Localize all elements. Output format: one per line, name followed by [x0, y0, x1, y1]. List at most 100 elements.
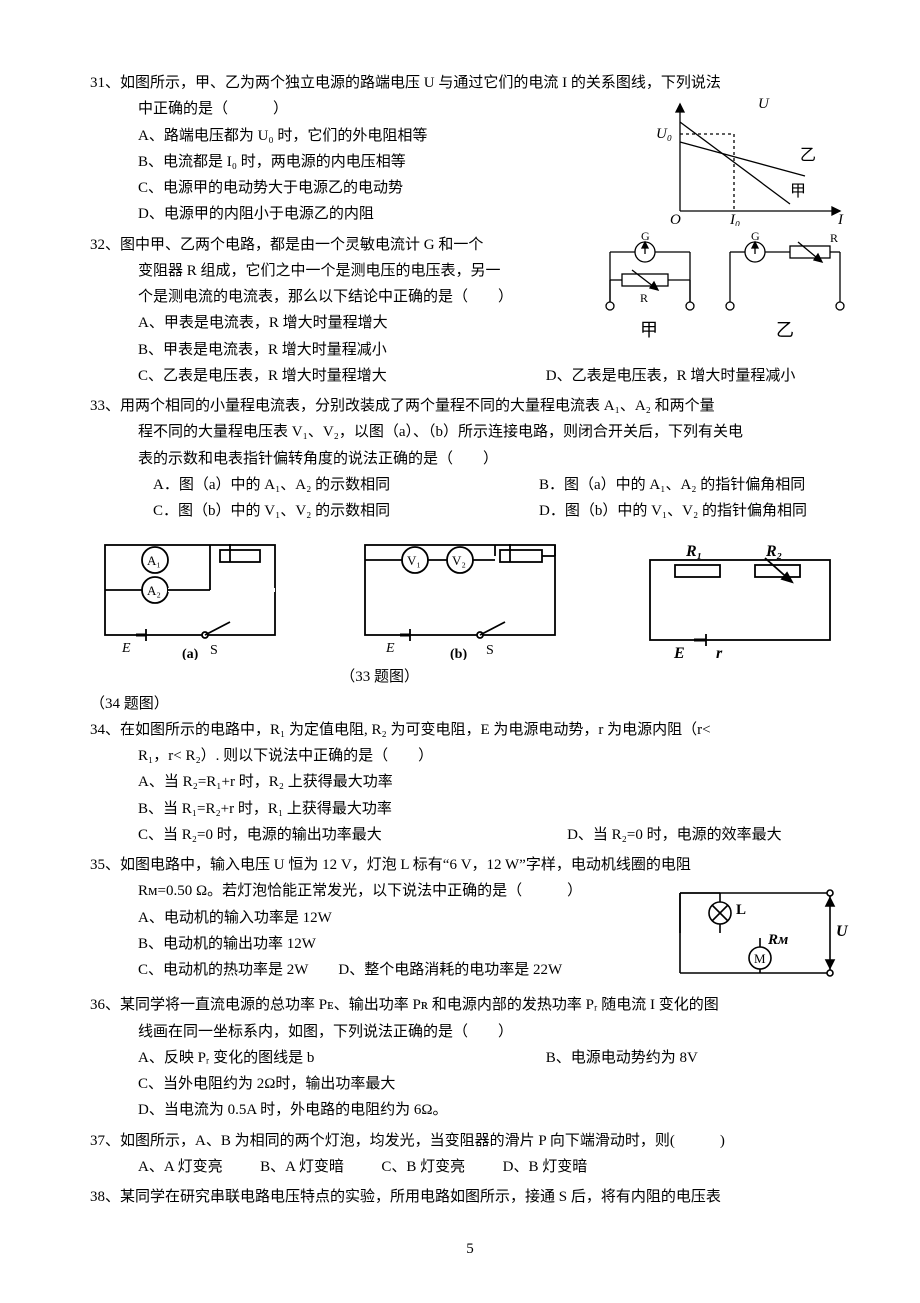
svg-text:A₁: A₁ [147, 553, 161, 568]
svg-text:L: L [736, 902, 746, 918]
q38-num: 38、 [90, 1189, 120, 1205]
svg-text:E: E [385, 641, 395, 656]
q31-A: A、路端电压都为 U₀ 时，它们的外电阻相等 [90, 123, 650, 149]
q34-stem2: R₁，r< R₂）. 则以下说法中正确的是（ ） [90, 743, 850, 769]
question-31: 31、如图所示，甲、乙为两个独立电源的路端电压 U 与通过它们的电流 I 的关系… [90, 70, 850, 228]
figure-captions: （33 题图） （34 题图） [90, 664, 850, 717]
svg-text:I₀: I₀ [729, 212, 740, 226]
q34-A: A、当 R₂=R₁+r 时，R₂ 上获得最大功率 [138, 769, 567, 795]
svg-text:V₁: V₁ [407, 553, 421, 568]
svg-text:R: R [640, 291, 648, 305]
svg-text:V₂: V₂ [452, 553, 466, 568]
svg-text:(a): (a) [182, 647, 199, 660]
question-32: 32、图中甲、乙两个电路，都是由一个灵敏电流计 G 和一个 变阻器 R 组成，它… [90, 232, 850, 390]
question-37: 37、如图所示，A、B 为相同的两个灯泡，均发光，当变阻器的滑片 P 向下端滑动… [90, 1128, 850, 1181]
q33-AB: A．图（a）中的 A₁、A₂ 的示数相同 B．图（a）中的 A₁、A₂ 的指针偏… [90, 472, 850, 498]
q35-line1: 35、如图电路中，输入电压 U 恒为 12 V，灯泡 L 标有“6 V，12 W… [90, 852, 850, 878]
svg-text:S: S [486, 643, 494, 658]
q36-B: B、电源电动势约为 8V [546, 1045, 736, 1071]
svg-text:A₂: A₂ [147, 583, 161, 598]
q37-B: B、A 灯变暗 [260, 1154, 381, 1180]
q35-stem1: 如图电路中，输入电压 U 恒为 12 V，灯泡 L 标有“6 V，12 W”字样… [120, 857, 691, 873]
q37-D: D、B 灯变暗 [503, 1154, 625, 1180]
q35-A: A、电动机的输入功率是 12W [90, 905, 660, 931]
q35-num: 35、 [90, 857, 120, 873]
fig-33a: A₁ A₂ E S (a) [90, 530, 290, 660]
q35-B: B、电动机的输出功率 12W [90, 931, 660, 957]
q33-stem3: 表的示数和电表指针偏转角度的说法正确的是（ ） [90, 446, 850, 472]
svg-text:I: I [837, 212, 844, 226]
q35-CD: C、电动机的热功率是 2W D、整个电路消耗的电功率是 22W [90, 957, 660, 983]
q37-stem: 如图所示，A、B 为相同的两个灯泡，均发光，当变阻器的滑片 P 向下端滑动时，则… [120, 1133, 725, 1149]
q34-stem1: 在如图所示的电路中，R₁ 为定值电阻, R₂ 为可变电阻，E 为电源电动势，r … [120, 722, 711, 738]
svg-text:r: r [716, 645, 723, 660]
figure-row-33-34: A₁ A₂ E S (a) V₁ V₂ E [90, 530, 850, 660]
svg-text:R₂: R₂ [765, 543, 782, 560]
q36-D: D、当电流为 0.5A 时，外电路的电阻约为 6Ω。 [138, 1097, 485, 1123]
q35-C: C、电动机的热功率是 2W [138, 957, 338, 983]
q34-AB: A、当 R₂=R₁+r 时，R₂ 上获得最大功率 B、当 R₁=R₂+r 时，R… [90, 769, 850, 822]
q32-C: C、乙表是电压表，R 增大时量程增大 [138, 363, 546, 389]
svg-text:U₀: U₀ [656, 126, 672, 142]
q35-diagram: M L U Rᴍ [660, 878, 850, 988]
q32-stem2: 变阻器 R 组成，它们之中一个是测电压的电压表，另一 [90, 258, 590, 284]
q32-A: A、甲表是电流表，R 增大时量程增大 [90, 310, 590, 336]
svg-text:U: U [836, 923, 849, 940]
q36-C: C、当外电阻约为 2Ω时，输出功率最大 [138, 1071, 546, 1097]
q33-C: C．图（b）中的 V₁、V₂ 的示数相同 [153, 498, 539, 524]
question-38: 38、某同学在研究串联电路电压特点的实验，所用电路如图所示，接通 S 后，将有内… [90, 1184, 850, 1210]
q36-A: A、反映 Pᵣ 变化的图线是 b [138, 1045, 546, 1071]
q37-line: 37、如图所示，A、B 为相同的两个灯泡，均发光，当变阻器的滑片 P 向下端滑动… [90, 1128, 850, 1154]
q32-num: 32、 [90, 237, 120, 253]
q33-B: B．图（a）中的 A₁、A₂ 的指针偏角相同 [539, 472, 843, 498]
q37-A: A、A 灯变亮 [138, 1154, 260, 1180]
q38-stem: 某同学在研究串联电路电压特点的实验，所用电路如图所示，接通 S 后，将有内阻的电… [120, 1189, 721, 1205]
q35-D: D、整个电路消耗的电功率是 22W [338, 957, 599, 983]
q33-A: A．图（a）中的 A₁、A₂ 的示数相同 [153, 472, 539, 498]
svg-text:乙: 乙 [800, 147, 816, 164]
caption-33: （33 题图） [340, 664, 456, 690]
q38-line: 38、某同学在研究串联电路电压特点的实验，所用电路如图所示，接通 S 后，将有内… [90, 1184, 850, 1210]
q34-num: 34、 [90, 722, 120, 738]
svg-text:S: S [210, 643, 218, 658]
page-number: 5 [90, 1236, 850, 1262]
question-34: 34、在如图所示的电路中，R₁ 为定值电阻, R₂ 为可变电阻，E 为电源电动势… [90, 717, 850, 848]
q36-stem1: 某同学将一直流电源的总功率 Pᴇ、输出功率 Pʀ 和电源内部的发热功率 Pᵣ 随… [120, 997, 719, 1013]
svg-text:乙: 乙 [776, 320, 794, 340]
q32-diagram: G R G R 甲 乙 [590, 232, 850, 363]
svg-text:M: M [754, 951, 766, 966]
q37-C: C、B 灯变亮 [381, 1154, 502, 1180]
q31-B: B、电流都是 I₀ 时，两电源的内电压相等 [90, 149, 650, 175]
q33-D: D．图（b）中的 V₁、V₂ 的指针偏角相同 [539, 498, 844, 524]
q33-CD: C．图（b）中的 V₁、V₂ 的示数相同 D．图（b）中的 V₁、V₂ 的指针偏… [90, 498, 850, 524]
q34-CD: C、当 R₂=0 时，电源的输出功率最大 D、当 R₂=0 时，电源的效率最大 [90, 822, 850, 848]
svg-text:(b): (b) [450, 647, 467, 660]
fig-34: R₁ R₂ E r [630, 540, 850, 660]
q32-CD-row: C、乙表是电压表，R 增大时量程增大 D、乙表是电压表，R 增大时量程减小 [90, 363, 850, 389]
svg-text:Rᴍ: Rᴍ [767, 932, 788, 948]
caption-34: （34 题图） [90, 691, 206, 717]
q31-num: 31、 [90, 75, 120, 91]
q31-chart: U I O U₀ I₀ 乙 甲 [650, 96, 850, 227]
q35-stem2: Rᴍ=0.50 Ω。若灯泡恰能正常发光，以下说法中正确的是（ ） [90, 878, 660, 904]
q31-stem1: 如图所示，甲、乙为两个独立电源的路端电压 U 与通过它们的电流 I 的关系图线，… [120, 75, 721, 91]
q36-stem2: 线画在同一坐标系内，如图，下列说法正确的是（ ） [90, 1019, 850, 1045]
q33-line1: 33、用两个相同的小量程电流表，分别改装成了两个量程不同的大量程电流表 A₁、A… [90, 393, 850, 419]
q31-stem2: 中正确的是（ ） [90, 96, 650, 122]
q32-D: D、乙表是电压表，R 增大时量程减小 [546, 363, 833, 389]
q37-opts: A、A 灯变亮 B、A 灯变暗 C、B 灯变亮 D、B 灯变暗 [90, 1154, 850, 1180]
q36-line1: 36、某同学将一直流电源的总功率 Pᴇ、输出功率 Pʀ 和电源内部的发热功率 P… [90, 992, 850, 1018]
q33-stem2: 程不同的大量程电压表 V₁、V₂，以图（a）、（b）所示连接电路，则闭合开关后，… [90, 419, 850, 445]
q32-stem1: 图中甲、乙两个电路，都是由一个灵敏电流计 G 和一个 [120, 237, 483, 253]
svg-text:O: O [670, 212, 681, 226]
fig-33b: V₁ V₂ E S (b) [350, 530, 570, 660]
question-36: 36、某同学将一直流电源的总功率 Pᴇ、输出功率 Pʀ 和电源内部的发热功率 P… [90, 992, 850, 1123]
q37-num: 37、 [90, 1133, 120, 1149]
svg-text:R₁: R₁ [685, 543, 702, 560]
svg-text:E: E [121, 641, 131, 656]
svg-text:G: G [751, 232, 760, 243]
svg-text:甲: 甲 [640, 320, 658, 340]
q32-stem3: 个是测电流的电流表，那么以下结论中正确的是（ ） [90, 284, 590, 310]
svg-text:U: U [758, 96, 770, 112]
q32-B: B、甲表是电流表，R 增大时量程减小 [90, 337, 590, 363]
